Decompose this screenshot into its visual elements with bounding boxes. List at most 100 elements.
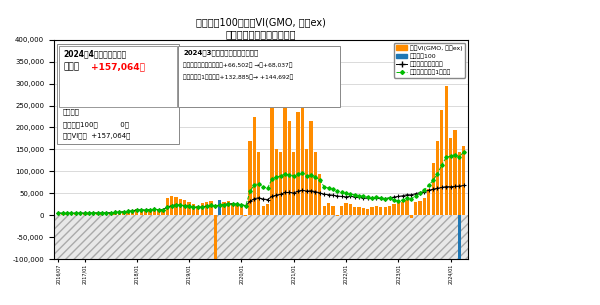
Bar: [279, 152, 282, 215]
Bar: [310, 121, 313, 215]
Bar: [83, 213, 86, 215]
Bar: [262, 206, 265, 215]
Bar: [144, 210, 147, 215]
Bar: [227, 201, 230, 215]
Bar: [148, 209, 152, 215]
Bar: [179, 199, 182, 215]
Bar: [462, 146, 465, 215]
Bar: [440, 110, 443, 215]
Bar: [183, 200, 187, 215]
Bar: [266, 204, 269, 215]
Legend: 米国VI(GMO, 外貨ex), イギリス100, 合計平均（全期間）, 合計平均（近近1年間）: 米国VI(GMO, 外貨ex), イギリス100, 合計平均（全期間）, 合計平…: [394, 43, 465, 78]
Text: 2024年4月の価格調整額: 2024年4月の価格調整額: [63, 49, 127, 59]
Bar: [318, 174, 322, 215]
FancyBboxPatch shape: [178, 46, 340, 107]
Bar: [314, 152, 317, 215]
Title: イギリス100＆米国VI(GMO, 外貨ex)
価格調整額（月次）の推移: イギリス100＆米国VI(GMO, 外貨ex) 価格調整額（月次）の推移: [196, 17, 326, 39]
Bar: [104, 212, 108, 215]
Bar: [61, 214, 64, 215]
Bar: [118, 212, 121, 215]
Bar: [397, 203, 400, 215]
Bar: [301, 97, 304, 215]
Bar: [340, 206, 343, 215]
Bar: [127, 211, 130, 215]
Bar: [161, 210, 164, 215]
Bar: [453, 130, 457, 215]
Bar: [423, 198, 426, 215]
Bar: [362, 208, 365, 215]
Bar: [209, 201, 212, 215]
Bar: [223, 202, 226, 215]
Bar: [379, 206, 382, 215]
Bar: [436, 141, 439, 215]
Bar: [109, 213, 112, 215]
Bar: [175, 197, 178, 215]
Bar: [305, 149, 308, 215]
Bar: [388, 206, 391, 215]
Bar: [344, 203, 347, 215]
Bar: [270, 97, 274, 215]
Text: 【内訳】: 【内訳】: [63, 109, 80, 115]
Bar: [187, 202, 191, 215]
Bar: [218, 200, 221, 215]
Bar: [74, 213, 77, 215]
Bar: [87, 214, 91, 215]
Bar: [196, 206, 199, 215]
Bar: [235, 204, 239, 215]
Bar: [248, 141, 252, 215]
Bar: [418, 201, 422, 215]
Bar: [244, 215, 247, 216]
Bar: [449, 138, 452, 215]
Bar: [410, 215, 413, 217]
Bar: [253, 117, 256, 215]
Bar: [275, 149, 278, 215]
Bar: [240, 205, 243, 215]
Bar: [331, 206, 335, 215]
Bar: [431, 163, 435, 215]
Bar: [92, 213, 95, 215]
Bar: [205, 202, 208, 215]
Bar: [214, 215, 217, 259]
Bar: [152, 208, 156, 215]
Bar: [283, 92, 287, 215]
Bar: [140, 210, 143, 215]
Bar: [327, 203, 330, 215]
Bar: [166, 198, 169, 215]
Bar: [170, 196, 173, 215]
Bar: [292, 152, 295, 215]
Bar: [370, 207, 374, 215]
Bar: [57, 213, 60, 215]
Bar: [353, 206, 356, 215]
Bar: [335, 215, 339, 216]
Bar: [70, 214, 73, 215]
Bar: [113, 212, 116, 215]
Bar: [427, 189, 430, 215]
Bar: [383, 207, 387, 215]
Bar: [401, 202, 404, 215]
Bar: [100, 213, 104, 215]
Bar: [79, 213, 82, 215]
Bar: [323, 206, 326, 215]
Text: 2024年3月分からの平均値の変動: 2024年3月分からの平均値の変動: [183, 49, 259, 56]
Bar: [65, 214, 69, 215]
Bar: [458, 215, 461, 259]
Text: 平均（全期間）　　：　+66,502円 →　+68,037円: 平均（全期間） ： +66,502円 → +68,037円: [183, 63, 293, 68]
Bar: [192, 204, 195, 215]
Bar: [96, 213, 99, 215]
Bar: [375, 206, 378, 215]
Bar: [445, 86, 448, 215]
Text: 合計：: 合計：: [63, 63, 79, 72]
Bar: [392, 204, 395, 215]
Bar: [287, 121, 291, 215]
FancyBboxPatch shape: [57, 44, 179, 144]
Bar: [406, 200, 409, 215]
Bar: [231, 203, 235, 215]
Bar: [296, 112, 299, 215]
Bar: [257, 152, 260, 215]
Bar: [131, 210, 134, 215]
Text: 米国VI　：  +157,064円: 米国VI ： +157,064円: [63, 132, 130, 139]
Bar: [358, 207, 361, 215]
Bar: [135, 209, 139, 215]
FancyBboxPatch shape: [59, 46, 178, 107]
Text: イギリス100：          0円: イギリス100： 0円: [63, 121, 129, 127]
